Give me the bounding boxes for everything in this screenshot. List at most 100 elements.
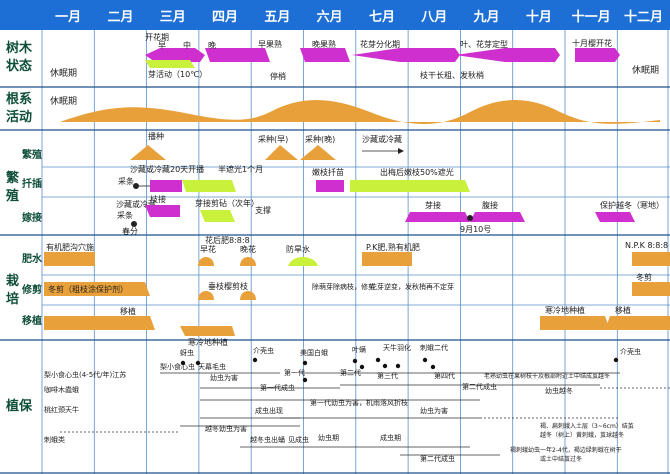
txt-jieyi2: 介壳虫 — [253, 346, 274, 355]
month-header: 三月 — [160, 10, 186, 25]
txt-shengshi: 越冬幼虫为害 — [205, 424, 247, 433]
month-header: 六月 — [317, 9, 343, 25]
sub-fanzhi: 繁殖 — [21, 148, 42, 161]
bar-dongjian — [44, 282, 150, 296]
bar-yajie — [405, 212, 470, 222]
txt-bing4: 刺蛾类 — [44, 435, 65, 444]
txt-yahuo: 芽活动（10℃） — [148, 69, 207, 79]
txt-tingshao: 停梢 — [270, 71, 286, 81]
sub-xiujian: 修剪 — [21, 283, 42, 296]
txt-yuanchong: 美国白蛾 — [300, 348, 328, 357]
sub-feishui: 肥水 — [22, 252, 43, 265]
txt-sep10: 9月10号 — [460, 225, 491, 234]
txt-huaya2: 花芽逆变，发秋梢再不定芽 — [370, 282, 454, 291]
month-header: 一月 — [55, 10, 81, 25]
txt-shacang3: 沙藏或冷藏 — [116, 199, 156, 209]
txt-yuanfeng: 天幕毛虫 — [198, 362, 226, 371]
txt-laoshu: 老熟幼虫在果树枝干及根部附近土中结成茧越冬 — [484, 372, 610, 380]
txt-jieyi3: 介壳虫 — [620, 347, 641, 356]
txt-bing1: 梨小食心虫(4-5代/年)江苏 — [44, 370, 126, 379]
txt-zaohua: 早花 — [200, 244, 216, 254]
txt-yehua: 叶、花芽定型 — [460, 39, 508, 49]
txt-yizhi2: 移植 — [615, 305, 631, 315]
month-header: 十二月 — [624, 9, 663, 25]
txt-jieyi: 蚜虫 — [180, 348, 194, 357]
txt-yue2: 幼虫越冬 — [545, 386, 573, 395]
txt-bozhong: 播种 — [148, 131, 164, 141]
label-shumu-2: 状态 — [6, 58, 32, 74]
label-zaipei-1: 栽 — [6, 273, 19, 289]
txt-chunfen: 春分 — [122, 226, 138, 236]
txt-zhijie: 枝接 — [150, 194, 166, 204]
label-genxi-1: 根系 — [6, 91, 32, 107]
bump-wanhua — [240, 257, 256, 266]
bar-zhijie — [145, 205, 180, 217]
label-fanzhi-2: 殖 — [5, 188, 19, 204]
bar-npk2 — [362, 252, 412, 266]
txt-npk1: 花后肥8:8:8 — [205, 235, 250, 245]
txt-bing3: 桃红颈天牛 — [44, 405, 79, 414]
label-zaipei-2: 培 — [6, 291, 19, 307]
txt-jianchong: 见成虫 — [288, 435, 309, 444]
label-shumu-1: 树木 — [6, 40, 33, 56]
txt-fujie: 腹接 — [482, 200, 498, 210]
label-genxi-2: 活动 — [6, 109, 32, 125]
bar-nenzhi — [316, 180, 344, 192]
bar-qiancha-b — [182, 180, 236, 192]
txt-chuizhi: 垂枝樱剪枝 — [208, 281, 248, 291]
bar-yahuo — [145, 60, 195, 68]
txt-xiumian1b: 休眠期 — [632, 64, 659, 76]
txt-nenzhi: 嫩枝扦苗 — [312, 167, 344, 177]
month-header: 九月 — [473, 10, 500, 25]
header-bar — [0, 0, 670, 30]
txt-xiumian1: 休眠期 — [50, 67, 77, 79]
bar-fujie — [470, 212, 525, 222]
bar-feishui — [44, 252, 95, 266]
txt-caisui: 采条 — [117, 210, 133, 220]
txt-zhicheng: 支撑 — [255, 205, 271, 215]
month-header: 七月 — [369, 10, 395, 25]
bar-baohu — [595, 212, 635, 222]
txt-erdai4: 第四代 — [434, 371, 455, 380]
txt-yajie: 芽接 — [425, 200, 441, 210]
bump-zaohua — [198, 257, 214, 266]
txt-youchong: 幼虫期 — [318, 433, 339, 442]
label-zhibao: 植保 — [5, 398, 33, 414]
txt-erdai: 第一代 — [284, 368, 305, 377]
month-header: 十月 — [526, 9, 552, 25]
txt-chengchong2: 成虫期 — [380, 433, 401, 442]
month-header: 五月 — [264, 10, 290, 25]
bar-qiancha-a — [150, 180, 182, 192]
month-header: 十一月 — [572, 9, 611, 25]
bar-yizhi2 — [605, 316, 670, 330]
bar-zaoguo — [205, 48, 270, 62]
txt-caizhong: 采条 — [118, 176, 134, 186]
txt-yuefang: 第二代成虫 — [462, 382, 497, 391]
txt-ye: 叶螨 — [352, 345, 366, 354]
txt-zhigan: 枝干长粗、发秋梢 — [420, 70, 484, 80]
txt-zui2: 越冬（树上）黄刺蛾，茧球越冬 — [540, 431, 624, 439]
txt-zao: 早 — [158, 41, 166, 50]
txt-zui1: 褐、扁刺蛾入土层（3~6cm）结茧 — [540, 422, 634, 430]
txt-bing2: 咖啡木蠹蛾 — [44, 385, 79, 394]
sub-qiancha: 扦插 — [22, 177, 42, 190]
txt-tianniu: 天牛羽化 — [383, 343, 411, 352]
txt-xiuhe: 刺蛾二代 — [420, 343, 448, 352]
month-header: 二月 — [107, 10, 133, 25]
txt-npk3: N.P.K 8:8:8 — [625, 241, 668, 250]
txt-caizhong-z: 采种(早) — [258, 134, 288, 144]
txt-youchong2: 幼虫为害 — [420, 406, 448, 415]
txt-dyi: 第一代成虫 — [260, 383, 295, 392]
month-headers: 一月 二月 三月 四月 五月 六月 七月 八月 九月 十月 十一月 十二月 — [55, 9, 663, 25]
txt-zui4: 或土中结茧过冬 — [540, 455, 582, 463]
wave-genxi — [60, 100, 660, 124]
txt-baohu: 保护越冬（寒地） — [600, 200, 664, 210]
txt-npk2: P.K肥,熟有机肥 — [366, 242, 420, 252]
bar-kaihua — [145, 48, 205, 62]
txt-hanleng: 寒冷地种植 — [188, 337, 228, 347]
txt-fanghan: 防旱水 — [286, 244, 310, 254]
bump-fanghan — [288, 257, 318, 266]
label-fanzhi-1: 繁 — [6, 170, 20, 186]
txt-feishui: 有机肥沟穴施 — [46, 242, 94, 252]
